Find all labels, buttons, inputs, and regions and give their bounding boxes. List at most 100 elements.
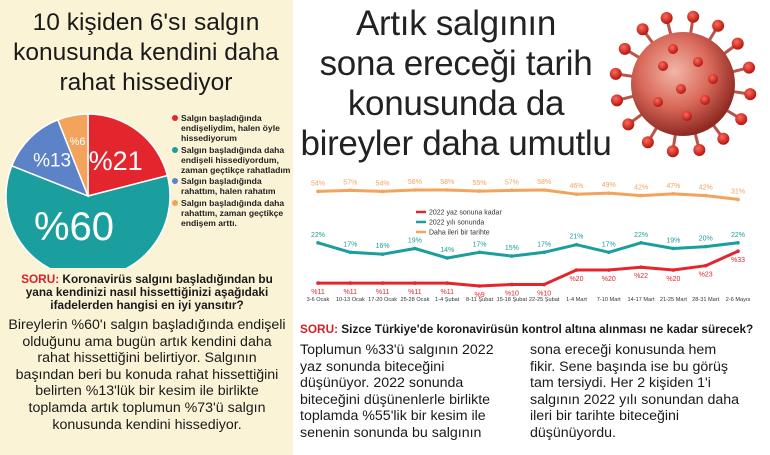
tick-label: 1-4 Mart [566, 297, 587, 303]
data-label: %11 [408, 289, 422, 296]
legend-item: Salgın başladığında endişeliydim, halen … [172, 113, 292, 144]
data-label: %20 [569, 276, 583, 283]
legend-label: Salgın başladığında rahattım, halen raha… [181, 176, 276, 197]
data-point [671, 192, 676, 196]
data-label: 17% [343, 241, 357, 248]
data-label: %10 [537, 291, 551, 298]
data-label: 19% [408, 238, 422, 245]
legend-label: Salgın başladığında daha rahattım, zaman… [181, 197, 285, 229]
data-label: 17% [602, 241, 616, 248]
data-point [736, 241, 740, 245]
headline: Artık salgının sona ereceği tarih konusu… [296, 4, 616, 164]
legend-label: Daha ileri bir tarihte [429, 230, 490, 237]
left-body: Bireylerin %60'ı salgın başladığında end… [8, 317, 286, 433]
data-point [542, 250, 546, 255]
data-label: 21% [569, 234, 583, 241]
data-point [510, 254, 514, 258]
data-point [639, 193, 643, 198]
question-prefix: SORU: [300, 322, 339, 336]
tick-label: 1-4 Şubat [435, 297, 460, 303]
data-label: 19% [666, 238, 680, 245]
data-label: 22% [634, 232, 648, 239]
legend-item: Salgın başladığında rahattım, halen raha… [172, 176, 292, 196]
data-point [380, 189, 385, 194]
data-label: %11 [344, 289, 358, 296]
legend-item: Salgın başladığında daha rahattım, zaman… [172, 198, 292, 229]
series-line [316, 241, 740, 260]
data-label: 46% [569, 183, 583, 190]
data-point [413, 188, 417, 192]
data-label: 58% [408, 179, 422, 186]
data-label: 58% [537, 179, 551, 186]
data-point [703, 263, 708, 268]
pie-slice [56, 113, 89, 197]
data-point [606, 250, 611, 255]
headline-line: sona ereceği tarih [319, 44, 593, 83]
data-point [736, 197, 740, 202]
data-point [445, 281, 450, 285]
data-label: 42% [699, 185, 713, 192]
line-chart: 2022 yaz sonuna kadar 2022 yılı sonunda Da… [307, 179, 751, 303]
data-point [510, 188, 514, 193]
pie-slice-label: %6 [70, 136, 86, 148]
tick-label: 28-31 Mart [692, 297, 719, 303]
data-label: 22% [311, 232, 325, 239]
pie-slice-label: %13 [33, 151, 71, 172]
data-label: %11 [311, 289, 325, 296]
data-label: %11 [440, 289, 454, 296]
legend-swatch [172, 178, 178, 185]
tick-label: 15-18 Şubat [497, 297, 528, 303]
data-label: 58% [440, 179, 454, 186]
data-point [380, 281, 385, 285]
data-point [348, 250, 353, 255]
pie-slice [10, 118, 90, 198]
data-point [477, 284, 482, 288]
question-text: Koronavirüs salgını başladığından bu yan… [25, 272, 273, 313]
left-title: 10 kişiden 6'sı salgın konusunda kendini… [13, 9, 279, 96]
legend-label: Salgın başladığında endişeliydim, halen … [181, 113, 280, 144]
data-label: %33 [731, 257, 745, 264]
data-point [671, 268, 676, 272]
data-label: %20 [666, 276, 680, 283]
data-label: 14% [440, 247, 454, 254]
coronavirus-icon [609, 10, 757, 158]
legend-label: 2022 yaz sonuna kadar [429, 210, 502, 217]
legend-label: 2022 yılı sonunda [429, 220, 484, 227]
data-point [542, 282, 546, 287]
legend-swatch [172, 115, 178, 121]
data-point [413, 281, 417, 285]
question-prefix: SORU: [21, 272, 60, 286]
data-label: 16% [376, 243, 390, 250]
data-point [477, 250, 482, 255]
tick-label: 25-28 Ocak [400, 297, 429, 303]
data-label: 20% [699, 236, 713, 243]
series-line [316, 188, 740, 201]
tick-label: 10-13 Ocak [336, 297, 365, 303]
data-label: 15% [505, 245, 519, 252]
data-point [639, 241, 643, 245]
data-point [574, 192, 579, 196]
pie-slice-label: %60 [34, 205, 114, 249]
tick-label: 21-25 Mart [660, 297, 687, 303]
data-label: %11 [376, 289, 390, 296]
data-point [477, 189, 482, 193]
data-point [639, 265, 643, 269]
data-label: 49% [602, 182, 616, 189]
legend-item: Salgın başladığında daha endişeli hissed… [172, 145, 292, 176]
right-question: SORU: Sizce Türkiye'de koronavirüsün kon… [300, 322, 770, 336]
data-label: 57% [505, 179, 519, 186]
data-label: %22 [634, 273, 648, 280]
data-label: %10 [505, 291, 519, 298]
series-line [316, 249, 740, 288]
pie-slice [5, 164, 171, 268]
tick-label: 14-17 Mart [628, 297, 655, 303]
data-point [574, 242, 579, 247]
data-point [445, 188, 450, 192]
pie-slice [87, 113, 169, 197]
data-point [413, 246, 417, 251]
data-point [316, 241, 320, 245]
headline-line: konusunda da [347, 84, 565, 123]
data-label: %23 [699, 272, 713, 279]
tick-label: 22-25 Şubat [529, 297, 560, 303]
tick-label: 2-6 Mayıs [726, 297, 751, 303]
